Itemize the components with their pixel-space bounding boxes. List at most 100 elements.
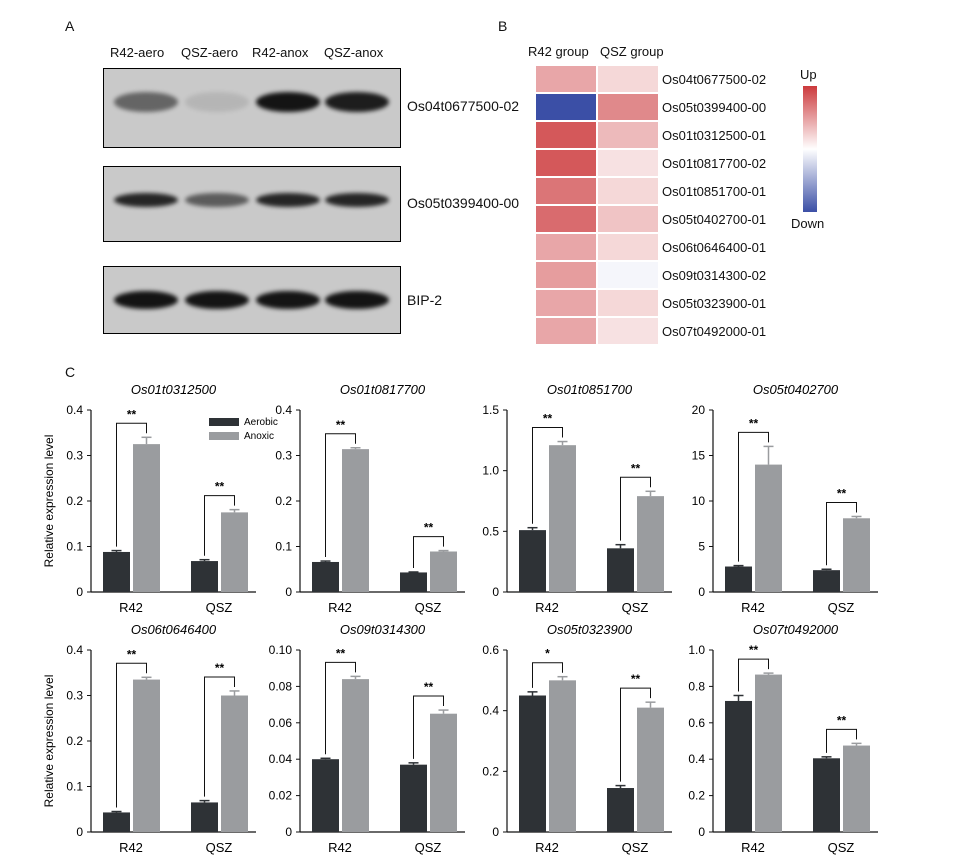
heatmap-cell	[598, 290, 658, 316]
y-axis-label: Relative expression level	[42, 435, 56, 568]
bar-chart-os01t0312500: Os01t0312500 0 0.1 0.2 0.3 0.4 Relative expres…	[42, 382, 278, 615]
panel-label-a: A	[65, 18, 75, 34]
bar-aerobic	[312, 759, 339, 832]
bar-anoxic	[342, 679, 369, 832]
y-tick-label: 0.4	[688, 752, 705, 766]
chart-title: Os05t0323900	[547, 622, 633, 637]
y-tick-label: 0.4	[275, 403, 292, 417]
y-tick-label: 0	[492, 585, 499, 599]
chart-title: Os01t0312500	[131, 382, 217, 397]
heatmap-cell	[598, 234, 658, 260]
significance-bracket	[826, 501, 857, 566]
blot-band	[185, 291, 249, 309]
heatmap-cell	[536, 290, 596, 316]
heatmap-cell	[536, 94, 596, 120]
y-tick-label: 0.3	[66, 689, 83, 703]
significance-bracket	[116, 422, 147, 547]
bar-anoxic	[221, 695, 248, 832]
lane-label: R42-anox	[252, 45, 309, 60]
y-tick-label: 0	[285, 585, 292, 599]
blot-label: BIP-2	[407, 292, 443, 308]
blot-label: Os05t0399400-00	[407, 195, 520, 211]
y-tick-label: 0.3	[275, 449, 292, 463]
legend-label: Aerobic	[244, 417, 278, 428]
blot-band	[185, 193, 249, 208]
x-tick-label: R42	[741, 840, 765, 855]
heatmap-row-label: Os07t0492000-01	[662, 324, 767, 339]
y-tick-label: 0.8	[688, 679, 705, 693]
x-tick-label: QSZ	[415, 840, 442, 855]
bar-anoxic	[430, 713, 457, 832]
heatmap-row-label: Os01t0312500-01	[662, 128, 767, 143]
legend-swatch	[209, 418, 239, 426]
bar-anoxic	[637, 707, 664, 832]
y-tick-label: 0.2	[688, 789, 705, 803]
y-tick-label: 0.2	[482, 764, 499, 778]
y-tick-label: 0.4	[66, 643, 83, 657]
significance-bracket	[204, 495, 235, 556]
heatmap-cell	[598, 150, 658, 176]
heatmap-row-label: Os05t0323900-01	[662, 296, 767, 311]
significance-label: *	[545, 647, 550, 661]
significance-bracket	[413, 695, 444, 759]
significance-label: **	[215, 480, 225, 494]
chart-title: Os06t0646400	[131, 622, 217, 637]
y-tick-label: 0.1	[66, 540, 83, 554]
heatmap-cell	[536, 234, 596, 260]
y-tick-label: 0.2	[66, 494, 83, 508]
blot-band	[256, 193, 320, 208]
y-tick-label: 0	[492, 825, 499, 839]
heatmap-row-label: Os09t0314300-02	[662, 268, 767, 283]
x-tick-label: R42	[119, 840, 143, 855]
significance-bracket	[116, 662, 147, 808]
bar-anoxic	[549, 680, 576, 832]
x-tick-label: QSZ	[206, 840, 233, 855]
bar-anoxic	[843, 745, 870, 832]
heatmap-cell	[536, 262, 596, 288]
y-tick-label: 0	[698, 825, 705, 839]
significance-label: **	[127, 407, 137, 421]
bar-chart-os01t0851700: Os01t0851700 0 0.5 1.0 1.5 ** R42 ** QSZ	[482, 382, 672, 615]
bar-anoxic	[342, 449, 369, 592]
significance-bracket	[738, 431, 769, 562]
panel-label-c: C	[65, 364, 76, 380]
heatmap-cell	[536, 178, 596, 204]
significance-bracket	[325, 433, 356, 558]
y-tick-label: 10	[692, 494, 706, 508]
significance-bracket	[532, 662, 563, 688]
x-tick-label: QSZ	[622, 600, 649, 615]
significance-label: **	[749, 416, 759, 430]
heatmap-column-label: QSZ group	[600, 44, 664, 59]
significance-bracket	[826, 728, 857, 753]
bar-anoxic	[843, 518, 870, 592]
blot-band	[325, 193, 389, 208]
bar-chart-os05t0402700: Os05t0402700 0 5 10 15 20 ** R42 ** QSZ	[692, 382, 878, 615]
y-tick-label: 1.0	[688, 643, 705, 657]
significance-label: **	[424, 521, 434, 535]
x-tick-label: QSZ	[415, 600, 442, 615]
heatmap-row-label: Os05t0399400-00	[662, 100, 767, 115]
y-tick-label: 1.0	[482, 464, 499, 478]
y-tick-label: 0.06	[269, 716, 293, 730]
lane-label: QSZ-aero	[181, 45, 239, 60]
significance-bracket	[738, 658, 769, 692]
significance-label: **	[837, 486, 847, 500]
bar-aerobic	[400, 764, 427, 832]
heatmap-column-label: R42 group	[528, 44, 589, 59]
y-tick-label: 0.4	[482, 704, 499, 718]
bar-anoxic	[637, 496, 664, 592]
bar-aerobic	[813, 758, 840, 832]
bar-aerobic	[607, 548, 634, 592]
bar-aerobic	[725, 700, 752, 832]
y-tick-label: 0	[76, 585, 83, 599]
bar-aerobic	[103, 551, 130, 592]
heatmap-cell	[598, 178, 658, 204]
significance-label: **	[837, 713, 847, 727]
x-tick-label: QSZ	[828, 840, 855, 855]
lane-label: QSZ-anox	[324, 45, 384, 60]
bar-aerobic	[400, 572, 427, 592]
x-tick-label: QSZ	[828, 600, 855, 615]
bar-aerobic	[519, 695, 546, 832]
bar-aerobic	[103, 812, 130, 832]
